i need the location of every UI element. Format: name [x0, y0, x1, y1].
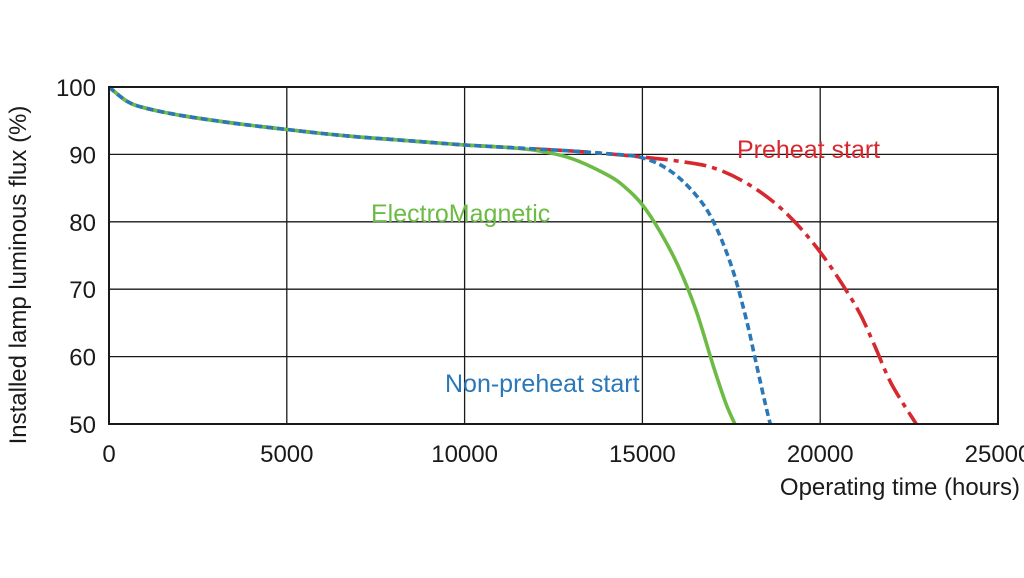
plot-area-frame: [108, 86, 999, 425]
series-line-electromagnetic: [109, 85, 737, 424]
series-label-electromagnetic: ElectroMagnetic: [371, 200, 550, 228]
y-tick-label: 90: [69, 142, 96, 169]
x-tick-label: 20000: [787, 441, 854, 468]
y-tick-label: 50: [69, 412, 96, 439]
x-tick-label: 15000: [609, 441, 676, 468]
y-tick-label: 70: [69, 277, 96, 304]
x-tick-label: 25000: [965, 441, 1024, 468]
y-tick-label: 80: [69, 210, 96, 237]
series-label-non-preheat-start: Non-preheat start: [445, 370, 640, 398]
y-axis-title: Installed lamp luminous flux (%): [5, 106, 32, 445]
x-axis-title: Operating time (hours): [780, 474, 1020, 501]
x-tick-label: 10000: [431, 441, 498, 468]
series-label-preheat-start: Preheat start: [737, 136, 880, 164]
y-tick-label: 60: [69, 345, 96, 372]
x-tick-label: 5000: [260, 441, 313, 468]
series-lines: [109, 85, 918, 424]
series-line-non-preheat-start: [109, 85, 773, 424]
x-tick-label: 0: [102, 441, 115, 468]
y-tick-label: 100: [56, 75, 96, 102]
tick-labels: 0 5000 10000 15000 20000 25000 100 90 80 70 60 50: [56, 75, 1024, 468]
